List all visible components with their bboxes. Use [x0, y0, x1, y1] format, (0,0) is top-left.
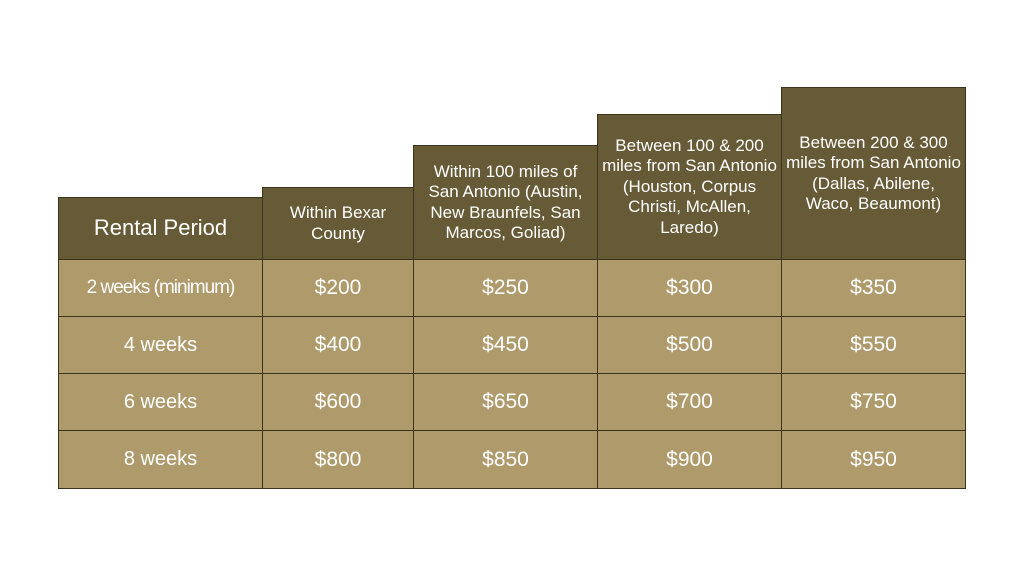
price-cell: $700 [597, 373, 782, 431]
price-cell: $800 [262, 430, 414, 489]
header-200-to-300-miles: Between 200 & 300 miles from San Antonio… [781, 87, 966, 260]
price-cell: $900 [597, 430, 782, 489]
header-within-bexar-county: Within Bexar County [262, 187, 414, 260]
price-cell: $750 [781, 373, 966, 431]
period-cell: 4 weeks [58, 316, 263, 374]
price-cell: $850 [413, 430, 598, 489]
header-100-to-200-miles: Between 100 & 200 miles from San Antonio… [597, 114, 782, 260]
price-cell: $300 [597, 259, 782, 317]
period-cell: 6 weeks [58, 373, 263, 431]
price-cell: $950 [781, 430, 966, 489]
price-cell: $600 [262, 373, 414, 431]
price-cell: $200 [262, 259, 414, 317]
period-cell: 2 weeks (minimum) [58, 259, 263, 317]
price-cell: $350 [781, 259, 966, 317]
price-cell: $650 [413, 373, 598, 431]
header-within-100-miles: Within 100 miles of San Antonio (Austin,… [413, 145, 598, 260]
header-rental-period: Rental Period [58, 197, 263, 260]
price-cell: $500 [597, 316, 782, 374]
price-cell: $450 [413, 316, 598, 374]
price-cell: $400 [262, 316, 414, 374]
price-cell: $550 [781, 316, 966, 374]
period-cell: 8 weeks [58, 430, 263, 489]
price-cell: $250 [413, 259, 598, 317]
